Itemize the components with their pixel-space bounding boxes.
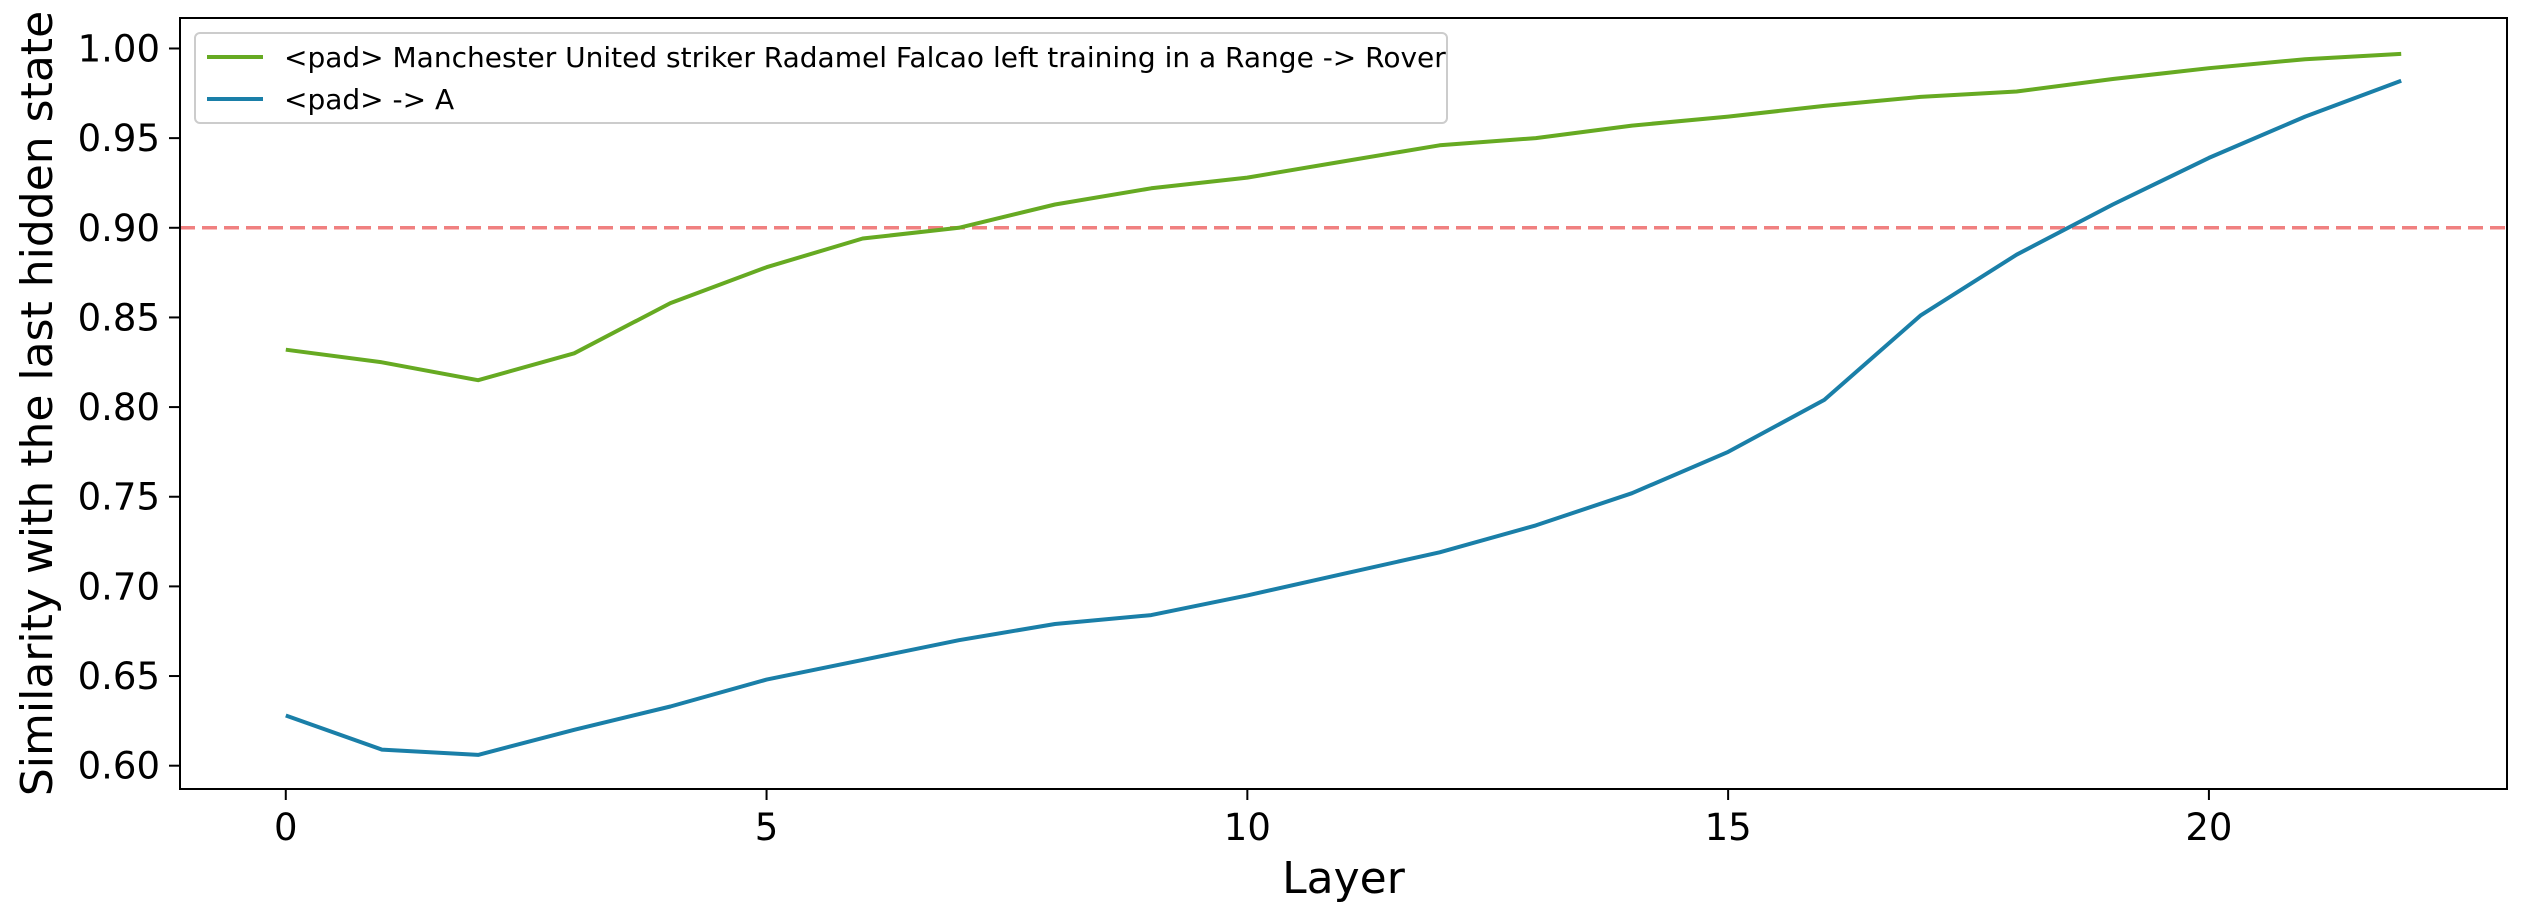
legend-label-series-2: <pad> -> A <box>284 83 454 116</box>
y-axis-label: Similarity with the last hidden state <box>12 11 63 796</box>
x-axis-ticks: 0 5 10 15 20 <box>274 789 2232 849</box>
y-tick-label: 0.75 <box>78 476 160 519</box>
y-tick-label: 1.00 <box>78 27 160 70</box>
series-line-2 <box>285 78 2402 757</box>
legend: <pad> Manchester United striker Radamel … <box>194 32 1448 124</box>
plot-frame <box>179 17 2508 790</box>
legend-box <box>194 32 1448 124</box>
x-axis-label: Layer <box>1282 853 1406 904</box>
x-tick-label: 20 <box>2185 806 2232 849</box>
y-axis-ticks: 0.60 0.65 0.70 0.75 0.80 0.85 0.90 0.95 1.00 <box>78 27 180 788</box>
y-tick-label: 0.60 <box>78 745 160 788</box>
series-line-1 <box>285 51 2402 383</box>
y-tick-label: 0.95 <box>78 117 160 160</box>
y-tick-label: 0.80 <box>78 386 160 429</box>
plot-area <box>179 17 2508 790</box>
y-tick-label: 0.70 <box>78 565 160 608</box>
x-tick-label: 15 <box>1705 806 1752 849</box>
y-tick-label: 0.90 <box>78 207 160 250</box>
x-tick-label: 0 <box>274 806 298 849</box>
legend-label-series-1: <pad> Manchester United striker Radamel … <box>284 41 1446 74</box>
x-tick-label: 5 <box>755 806 779 849</box>
y-tick-label: 0.65 <box>78 655 160 698</box>
x-tick-label: 10 <box>1224 806 1271 849</box>
y-tick-label: 0.85 <box>78 296 160 339</box>
